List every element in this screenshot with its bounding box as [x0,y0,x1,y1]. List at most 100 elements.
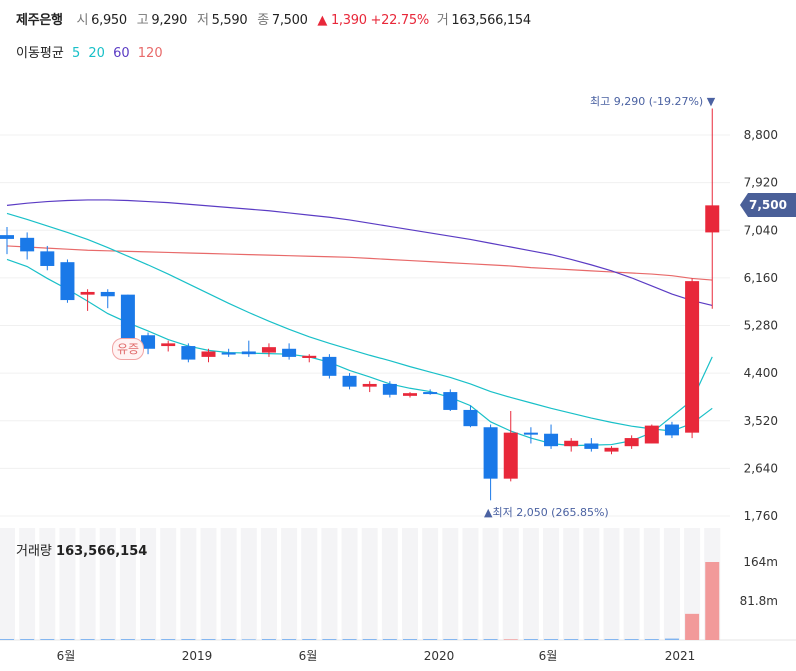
volume-bar [624,639,639,640]
price-tick-label: 4,400 [744,366,778,380]
candle-body [80,291,95,295]
volume-bar [544,639,559,640]
volume-bar [342,639,357,640]
volume-bar [80,639,95,640]
x-tick-label: 6월 [57,649,76,663]
volume-bar [282,639,297,640]
price-tick-label: 2,640 [744,461,778,475]
volume-bar [20,639,35,640]
candle-body [201,351,216,357]
volume-column-bg [684,528,701,640]
high-label: 고 [136,13,149,28]
candle-body [302,355,317,358]
volume-bar [0,639,14,640]
volume-column-bg [341,528,358,640]
volume-column-bg [200,528,217,640]
candle-body [463,409,478,427]
volume-bar [221,639,236,640]
x-tick-label: 2020 [424,649,455,663]
volume-column-bg [99,528,116,640]
volume-bar [584,639,599,640]
volume-column-bg [663,528,680,640]
volume-column-bg [39,528,56,640]
volume-column-bg [160,528,177,640]
candle-body [362,383,377,387]
volume-column-bg [260,528,277,640]
volume-column-bg [462,528,479,640]
volume-column-bg [522,528,539,640]
volume-bar [604,639,619,640]
volume-column-bg [422,528,439,640]
ma-label: 이동평균 [16,46,64,61]
volume-bar [443,639,458,640]
high-marker: 최고 9,290 (-19.27%) ▼ [590,95,716,108]
candle-body [100,291,115,297]
price-tick-label: 3,520 [744,414,778,428]
volume-column-bg [482,528,499,640]
volume-column-bg [442,528,459,640]
candle-body [604,447,619,452]
ma-5[interactable]: 5 [71,46,81,61]
candle-body [322,356,337,376]
volume-column-bg [361,528,378,640]
volume-bar [141,639,156,640]
candle-body [120,294,135,341]
candle-body [403,393,417,396]
candle-body [705,205,720,233]
volume-column-bg [119,528,136,640]
volume-bar [60,639,75,640]
change-percent: +22.75% [370,13,430,28]
volume-bar [120,639,135,640]
volume-bar [181,639,196,640]
candle-body [221,352,236,355]
volume-column-bg [79,528,96,640]
candle-body [624,438,639,447]
volume-bar [40,639,55,640]
ma-20[interactable]: 20 [88,46,105,61]
volume-bar [382,639,397,640]
candle-body [423,392,438,395]
volume-bar [644,639,659,640]
volume-bar [261,639,276,640]
low-marker: ▲최저 2,050 (265.85%) [484,506,609,519]
candle-body [382,383,397,395]
change-value: ▲ 1,390 [317,13,367,28]
price-tick-label: 6,160 [744,271,778,285]
candle-body [141,335,156,349]
ma60-line [6,199,713,307]
volume-column-bg [59,528,76,640]
candle-body [181,346,196,360]
volume-bar [423,639,438,640]
volume-column-bg [603,528,620,640]
ma-120[interactable]: 120 [137,46,163,61]
ma-60[interactable]: 60 [113,46,130,61]
volume-bar [322,639,337,640]
volume-column-bg [502,528,519,640]
candle-body [60,262,75,301]
open-value: 6,950 [91,13,127,28]
candle-body [544,433,559,447]
x-tick-label: 6월 [299,649,318,663]
candle-body [523,432,538,435]
candle-body [584,443,599,449]
volume-tick-label: 81.8m [740,594,778,608]
candle-body [40,251,55,266]
candle-body [503,432,518,479]
candle-body [241,351,256,355]
volume-bar [241,639,256,640]
event-badge[interactable]: 유증 [112,338,144,360]
stock-name: 제주은행 [16,13,63,28]
volume-column-bg [321,528,338,640]
volume-value: 163,566,154 [451,13,531,28]
volume-bar [564,639,579,640]
candle-body [282,348,297,357]
candle-body [685,281,700,433]
volume-column-bg [402,528,418,640]
volume-bar [705,562,720,640]
candle-body [161,343,176,347]
volume-column-bg [240,528,257,640]
volume-bar [161,639,176,640]
price-tick-label: 8,800 [744,128,778,142]
candle-body [342,375,357,387]
